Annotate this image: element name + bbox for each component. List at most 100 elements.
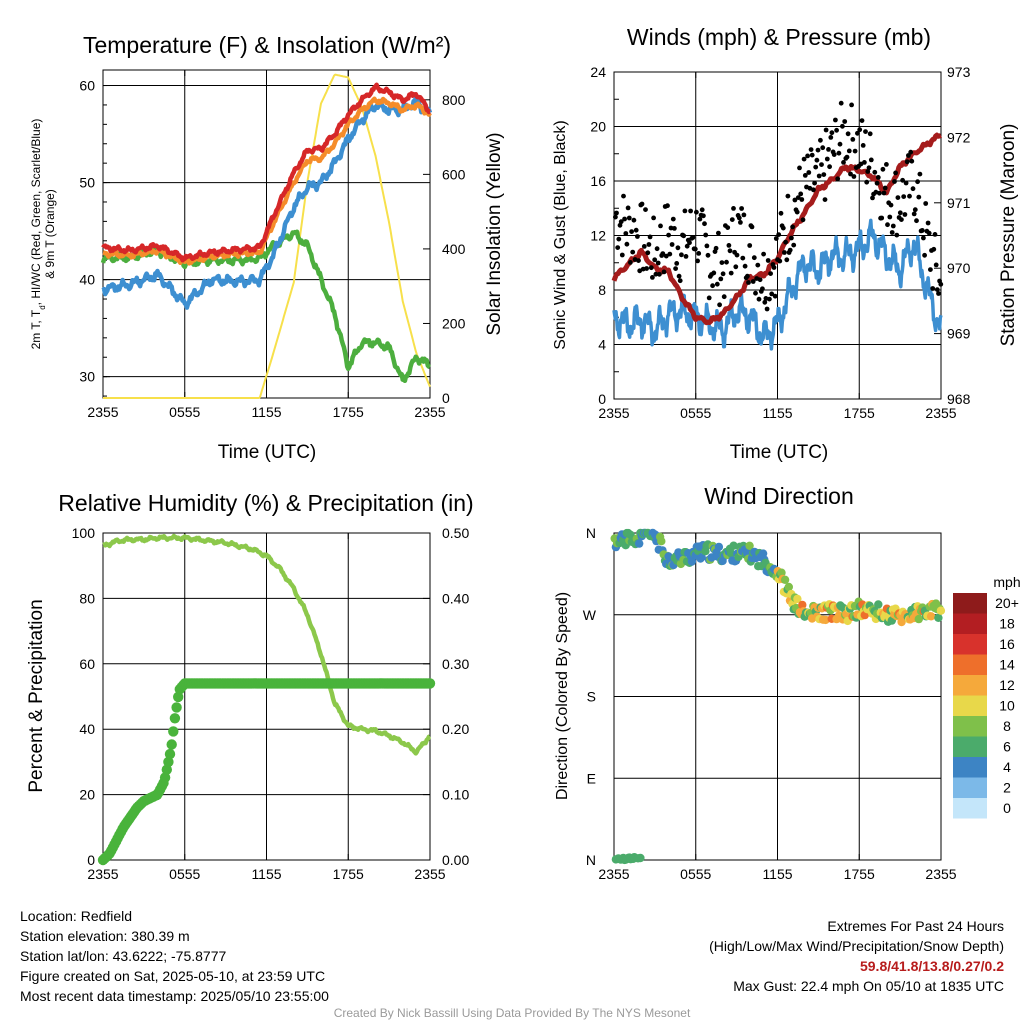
temperature-ylabel: 2m T, Td, HI/WC (Red, Green, Scarlet/Blu… [29,119,57,350]
wind-xtick-label: 0555 [680,405,711,421]
direction-points [610,528,946,865]
gust-point [772,293,778,299]
gust-point [866,165,872,171]
precip-point [164,748,176,760]
gust-point [838,100,844,106]
gust-point [875,175,881,180]
humidity-xtick-label: 0555 [169,866,200,882]
gust-point [711,270,717,276]
direction-point [697,553,706,562]
temperature-xtick-label: 0555 [169,404,200,420]
gust-point [728,270,734,276]
gust-point [880,166,886,172]
direction-point [635,539,644,548]
gust-point [621,193,626,199]
colorbar-swatch [953,613,987,634]
gust-point [629,229,634,235]
wind-ytick-label: 4 [598,337,606,353]
direction-xtick-label: 1755 [844,866,875,882]
gust-point [777,258,783,264]
gust-point [647,234,653,240]
gust-point [654,246,660,252]
direction-ytick-label: N [586,852,596,868]
colorbar-swatch [953,634,987,655]
gust-point [909,158,915,164]
gust-point [624,241,630,247]
humidity-ytick-label: 20 [79,787,95,803]
gust-point [635,234,640,239]
series-hi-wc [101,96,433,310]
temperature-ytick-label: 40 [79,272,95,288]
gust-point [702,221,707,227]
gust-point [855,130,860,136]
colorbar-label: 20+ [995,595,1019,611]
gust-point [868,157,874,163]
gust-point [833,117,838,123]
gust-point [646,242,652,247]
gust-point [741,212,747,218]
gust-point [782,250,787,255]
gust-point [822,197,828,203]
gust-point [828,135,834,140]
gust-point [799,197,805,202]
wind-ytick-label: 8 [598,282,606,298]
series-solar-insolation [103,73,431,399]
gust-point [916,194,922,200]
gust-point [687,240,692,246]
gust-point [823,127,829,133]
humidity-xtick-label: 1155 [251,866,281,882]
gust-point [613,214,618,220]
gust-point [890,223,896,229]
gust-point [831,152,837,158]
gust-point [887,214,893,220]
gust-point [791,242,797,248]
gust-point [870,195,875,201]
precip-ytick-label: 0.30 [442,656,469,672]
gust-point [645,250,651,256]
precip-point [166,739,177,750]
gust-point [805,153,810,159]
gust-point [738,220,743,225]
gust-point [865,169,871,174]
gust-point [769,291,775,297]
gust-point [704,243,710,249]
gust-point [673,266,678,271]
pressure-ytick-label: 970 [947,260,971,276]
colorbar-swatch [953,736,987,757]
gust-point [750,279,756,284]
gust-point [727,248,733,254]
gust-point [726,243,732,248]
gust-point [917,171,923,177]
precip-ytick-label: 0.40 [442,590,469,606]
gust-point [694,209,699,215]
gust-point [846,148,852,154]
gust-point [926,230,932,236]
gust-point [872,169,878,175]
humidity-lines [97,533,436,866]
humidity-ylabel: Percent & Precipitation [26,599,47,792]
colorbar-label: 0 [1003,800,1011,816]
gust-point [785,193,791,199]
gust-point [892,179,897,184]
gust-point [696,251,702,256]
gust-point [765,258,771,263]
gust-point [625,205,631,211]
gust-point [688,208,693,214]
gust-point [826,147,831,152]
gust-point [897,210,903,216]
temperature-ytick-label: 30 [79,369,95,385]
gust-point [857,127,863,133]
gust-point [914,218,919,224]
gust-point [911,211,917,217]
gust-point [614,210,619,216]
gust-point [771,265,777,270]
gust-point [841,160,846,165]
wind-ytick-label: 16 [590,173,606,189]
direction-xtick-label: 2355 [598,866,629,882]
direction-ytick-label: E [587,770,596,786]
gust-point [819,162,824,168]
gust-point [835,176,841,182]
gust-point [816,173,822,179]
gust-point [867,131,873,137]
